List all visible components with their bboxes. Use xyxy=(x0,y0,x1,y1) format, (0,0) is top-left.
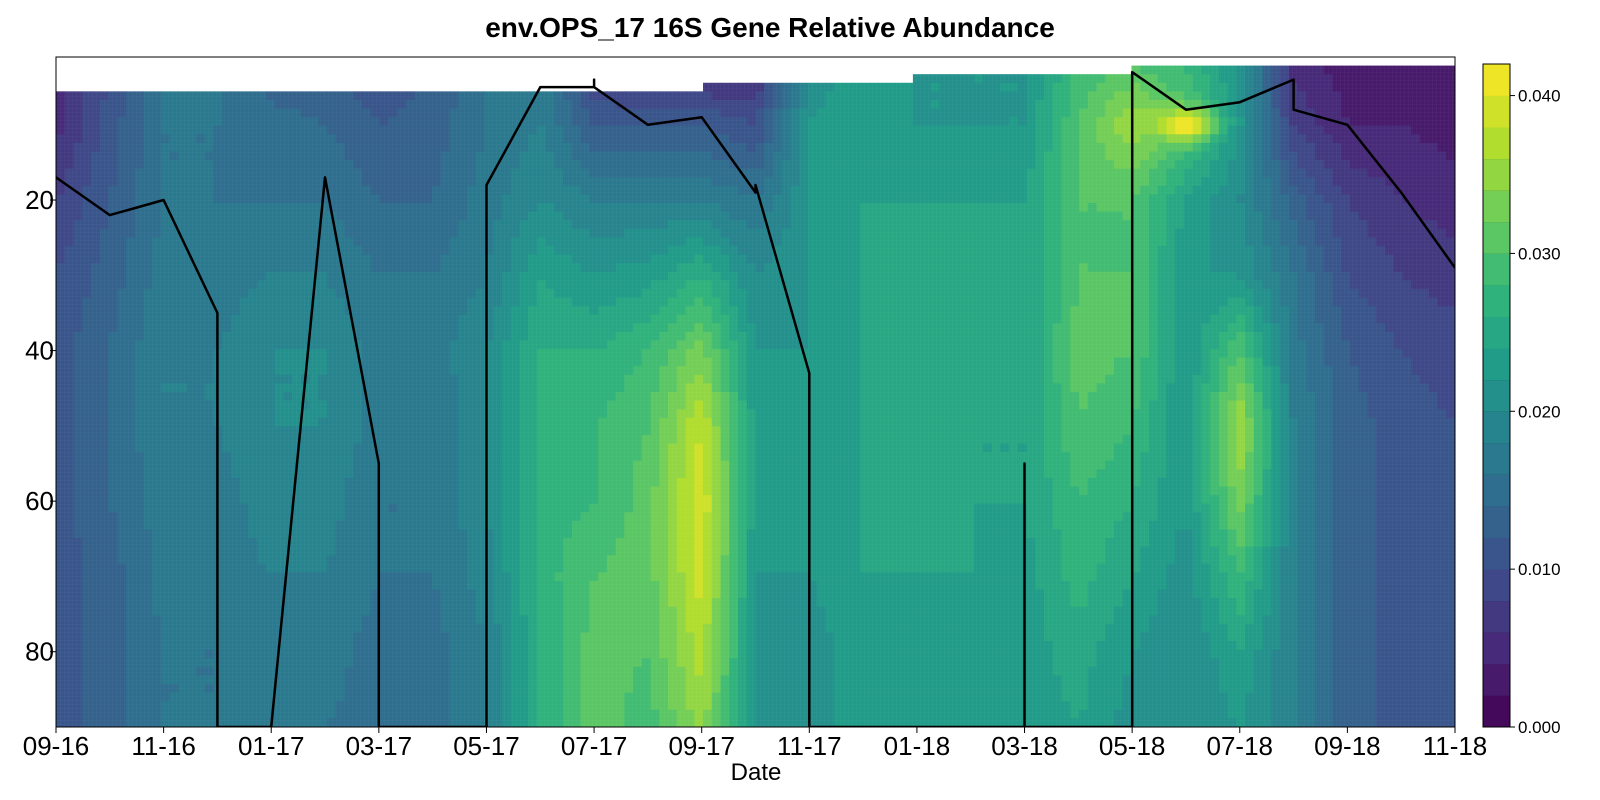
plot-area xyxy=(56,57,1455,727)
chart-title: env.OPS_17 16S Gene Relative Abundance xyxy=(485,12,1055,43)
